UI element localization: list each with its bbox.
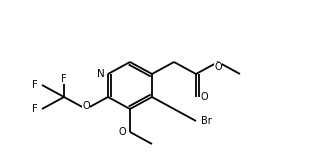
Text: F: F bbox=[33, 80, 38, 90]
Text: N: N bbox=[97, 69, 105, 79]
Text: O: O bbox=[214, 62, 222, 72]
Text: O: O bbox=[201, 92, 209, 102]
Text: F: F bbox=[33, 104, 38, 114]
Text: O: O bbox=[82, 101, 90, 111]
Text: Br: Br bbox=[201, 116, 212, 126]
Text: F: F bbox=[61, 74, 67, 84]
Text: O: O bbox=[118, 127, 126, 137]
